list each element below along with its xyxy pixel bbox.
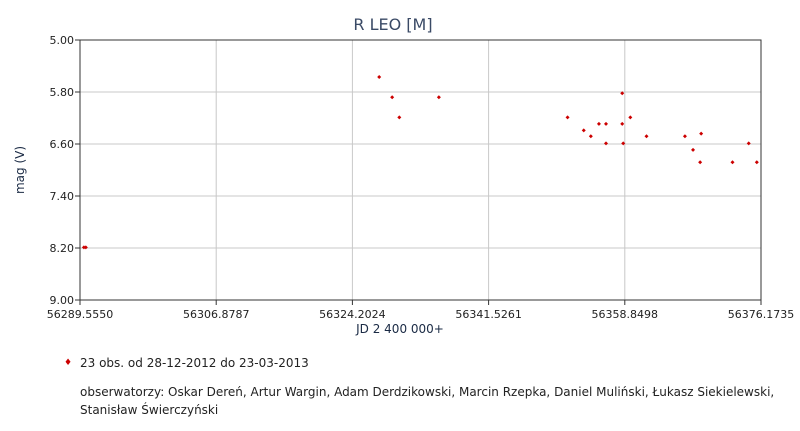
x-tick-label: 56358.8498 [592,308,658,321]
chart-title: R LEO [M] [353,15,432,34]
data-point [397,115,402,120]
data-point [730,160,735,165]
x-axis: 56289.5550 56306.8787 56324.2024 56341.5261… [47,300,794,321]
chart-area: R LEO [M] 56289.5550 56306.8787 56324.2024… [13,15,794,336]
y-tick-label: 5.80 [50,86,75,99]
observers-line-1: obserwatorzy: Oskar Dereń, Artur Wargin,… [80,385,775,399]
y-tick-label: 7.40 [50,190,75,203]
data-point [746,141,751,146]
x-tick-label: 56376.1735 [728,308,794,321]
y-tick-label: 9.00 [50,294,75,307]
data-point [604,141,609,146]
x-tick-label: 56324.2024 [319,308,385,321]
y-axis: 5.00 5.80 6.60 7.40 8.20 9.00 [50,34,80,307]
x-tick-label: 56289.5550 [47,308,113,321]
data-point [682,134,687,139]
data-point [754,160,759,165]
x-tick-label: 56341.5261 [455,308,521,321]
data-point [83,245,88,250]
x-axis-label: JD 2 400 000+ [355,322,444,336]
data-point [628,115,633,120]
y-tick-label: 8.20 [50,242,75,255]
observers-list: obserwatorzy: Oskar Dereń, Artur Wargin,… [80,383,780,419]
data-point [644,134,649,139]
y-tick-label: 6.60 [50,138,75,151]
y-axis-label: mag (V) [13,146,27,194]
legend-marker-icon: ♦ [64,358,73,368]
data-point [620,121,625,126]
data-point [581,128,586,133]
y-tick-label: 5.00 [50,34,75,47]
observers-line-2: Stanisław Świerczyński [80,403,219,417]
grid [80,40,761,300]
legend: ♦ 23 obs. od 28-12-2012 do 23-03-2013 [64,356,309,370]
data-point [620,91,625,96]
data-point [604,121,609,126]
legend-text: 23 obs. od 28-12-2012 do 23-03-2013 [80,356,309,370]
x-tick-label: 56306.8787 [183,308,249,321]
data-point [698,160,703,165]
data-point [699,131,704,136]
data-points [81,75,759,250]
data-point [691,147,696,152]
data-point [436,95,441,100]
data-point [621,141,626,146]
data-point [588,134,593,139]
data-point [565,115,570,120]
data-point [390,95,395,100]
data-point [596,121,601,126]
data-point [377,75,382,80]
plot-frame [79,39,762,301]
